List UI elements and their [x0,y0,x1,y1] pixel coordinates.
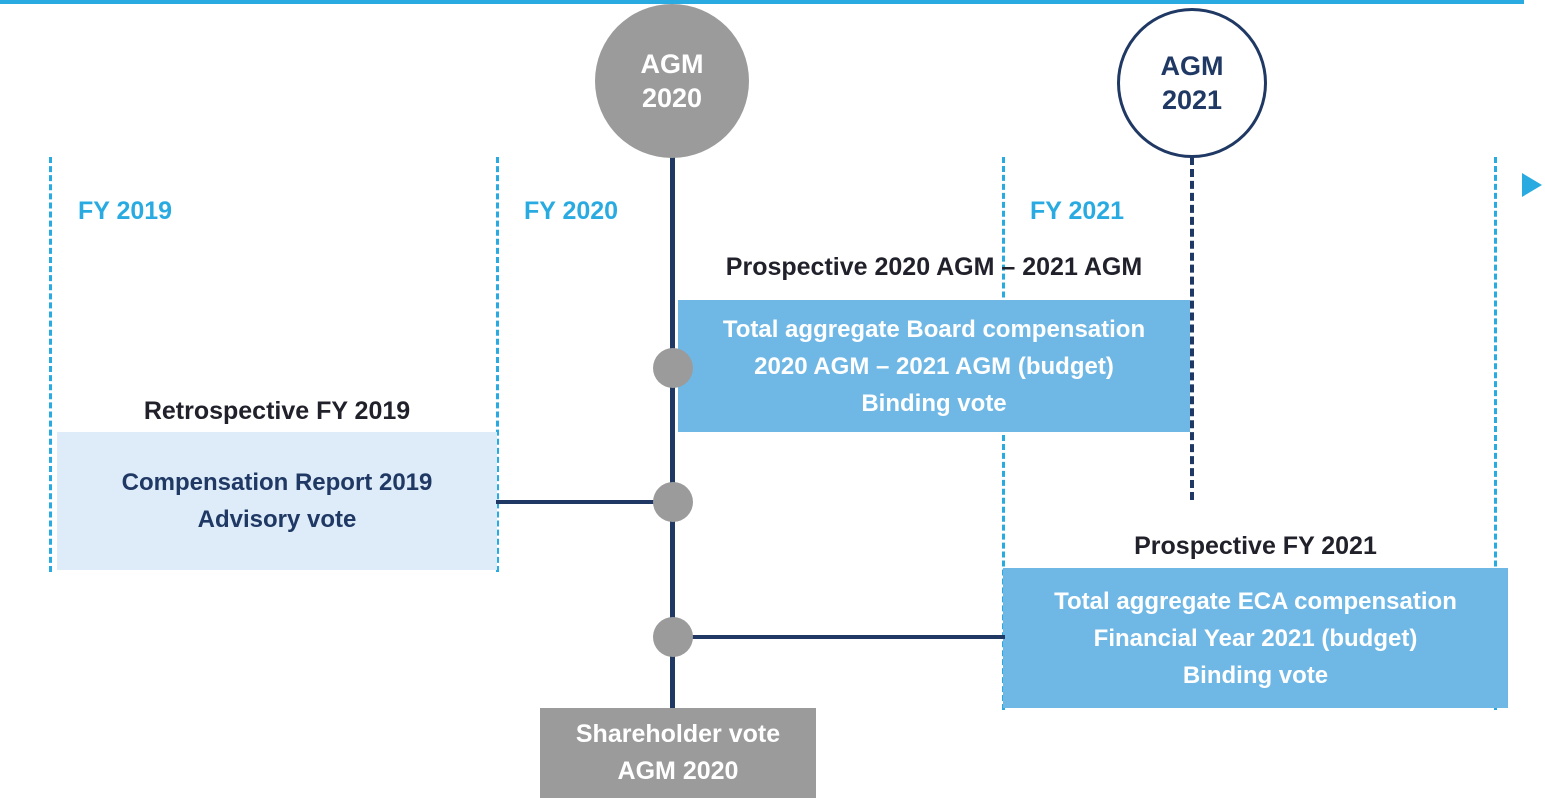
fy-2021-divider [1002,157,1005,710]
agm-2021-vertical-dashed-line [1190,157,1194,500]
shareholder-vote-line2: AGM 2020 [617,757,739,785]
eca-connector-line [673,635,1005,639]
agm-2021-circle: AGM 2021 [1117,8,1267,158]
agm-2020-vertical-line [670,157,675,710]
agm-2021-label-line2: 2021 [1161,85,1223,115]
eca-vote-line1: Total aggregate ECA compensation [1054,587,1457,615]
board-vote-box: Total aggregate Board compensation 2020 … [678,300,1190,432]
eca-vote-line3: Binding vote [1182,661,1329,689]
agm-2020-label-line2: 2020 [641,83,703,113]
fy-label-2019: FY 2019 [78,197,173,225]
agm-2021-label-line1: AGM [1160,51,1224,81]
report-connector-line [496,500,656,504]
eca-vote-line2: Financial Year 2021 (budget) [1093,624,1418,652]
fy-2019-divider [49,157,52,572]
board-connector-dot [653,348,693,388]
report-vote-line2: Advisory vote [197,506,357,533]
fy-label-2020: FY 2020 [524,197,619,225]
board-vote-line3: Binding vote [861,389,1007,417]
agm-2020-label-line1: AGM [640,49,704,79]
eca-section-title: Prospective FY 2021 [1134,532,1377,560]
report-vote-box: Compensation Report 2019 Advisory vote [57,432,497,570]
report-vote-line1: Compensation Report 2019 [121,469,433,496]
shareholder-vote-line1: Shareholder vote [575,720,781,748]
agm-2020-circle: AGM 2020 [595,4,749,158]
timeline-arrow-icon [1522,173,1542,197]
board-vote-line2: 2020 AGM – 2021 AGM (budget) [754,352,1114,380]
report-section-title: Retrospective FY 2019 [143,397,411,425]
fy-2020-divider [496,157,499,572]
board-vote-line1: Total aggregate Board compensation [722,315,1146,343]
eca-vote-box: Total aggregate ECA compensation Financi… [1003,568,1508,708]
timeline-axis [0,0,1524,4]
board-section-title: Prospective 2020 AGM – 2021 AGM [725,253,1143,281]
fy-label-2021: FY 2021 [1030,197,1125,225]
eca-connector-dot [653,617,693,657]
fy-end-divider [1494,157,1497,710]
report-connector-dot [653,482,693,522]
shareholder-vote-box: Shareholder vote AGM 2020 [540,708,816,798]
